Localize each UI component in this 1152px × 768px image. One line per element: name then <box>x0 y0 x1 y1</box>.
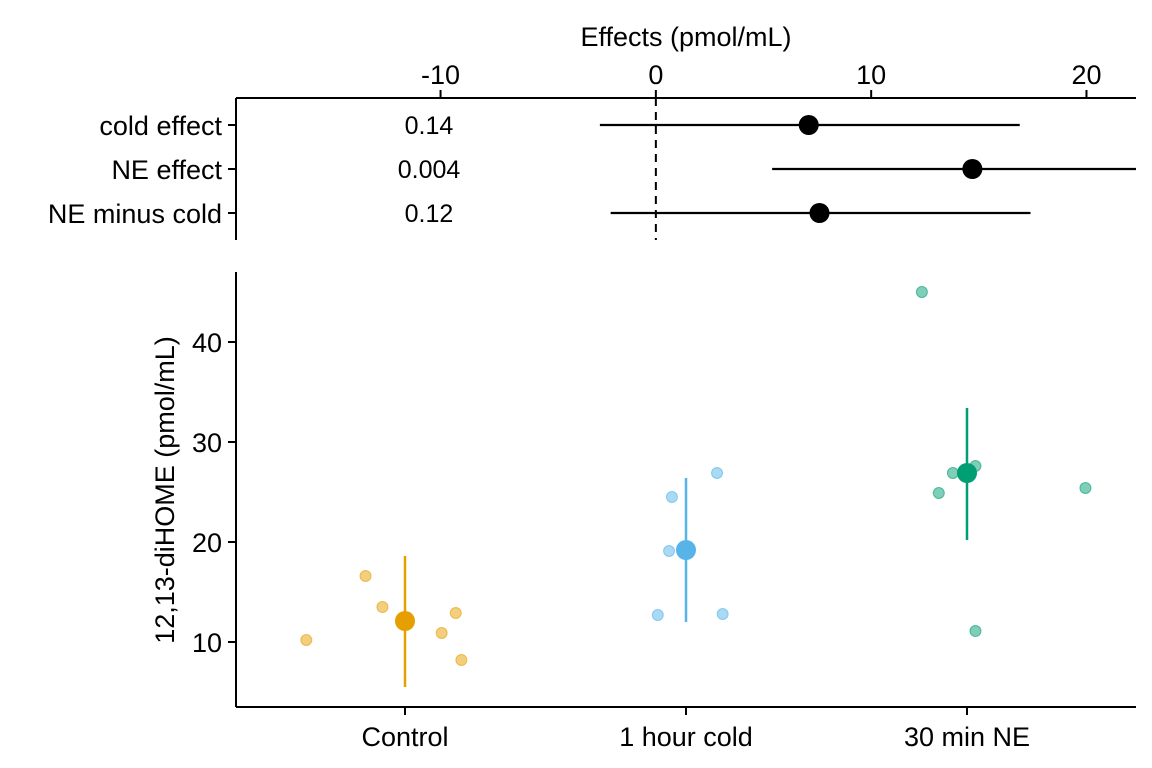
data-point <box>300 634 313 646</box>
effect-p-value: 0.14 <box>405 112 454 140</box>
measurements-x-ticks: Control 1 hour cold 30 min NE <box>361 707 1030 752</box>
effects-panel: Effects (pmol/mL) -10 0 10 20 cold effect 0.… <box>48 22 1136 240</box>
measurements-x-tick-label: Control <box>361 722 448 752</box>
measurements-y-tick-label: 40 <box>192 328 222 358</box>
data-point <box>376 601 389 613</box>
measurements-y-tick-label: 30 <box>192 428 222 458</box>
data-point <box>455 654 468 666</box>
effect-row: cold effect 0.14 <box>99 111 1020 141</box>
measurements-x-tick-label: 30 min NE <box>904 722 1030 752</box>
measurement-group <box>651 467 729 622</box>
effect-p-value: 0.12 <box>405 200 454 228</box>
effect-estimate-point <box>798 115 819 135</box>
effect-row: NE minus cold 0.12 <box>48 199 1031 229</box>
measurement-group <box>915 286 1092 637</box>
data-point <box>1079 482 1092 494</box>
effects-x-ticks: -10 0 10 20 <box>421 60 1102 98</box>
effects-x-tick-label: 0 <box>648 60 663 90</box>
effects-x-tick-label: -10 <box>421 60 460 90</box>
data-point <box>435 627 448 639</box>
effect-estimate-point <box>809 203 830 223</box>
data-point <box>663 545 676 557</box>
data-point <box>915 286 928 298</box>
effects-rows: cold effect 0.14 NE effect 0.004 NE minus co… <box>48 111 1136 229</box>
data-point <box>946 467 959 479</box>
group-mean-point <box>676 540 696 560</box>
measurements-axis-title: 12,13-diHOME (pmol/mL) <box>150 336 180 644</box>
measurements-y-tick-label: 10 <box>192 628 222 658</box>
data-point <box>969 625 982 637</box>
data-point <box>665 491 678 503</box>
group-mean-point <box>957 463 977 483</box>
effects-x-tick-label: 20 <box>1071 60 1101 90</box>
effects-x-tick-label: 10 <box>856 60 886 90</box>
effects-axis-title: Effects (pmol/mL) <box>580 22 791 52</box>
measurements-x-tick-label: 1 hour cold <box>619 722 753 752</box>
measurement-group <box>300 556 468 687</box>
effect-row: NE effect 0.004 <box>111 155 1136 185</box>
effect-row-label: NE minus cold <box>48 199 222 229</box>
measurements-y-tick-label: 20 <box>192 528 222 558</box>
measurement-groups <box>300 286 1092 687</box>
group-mean-point <box>395 611 415 631</box>
measurements-y-ticks: 10 20 30 40 <box>192 328 236 658</box>
effect-estimate-point <box>962 159 983 179</box>
data-point <box>449 607 462 619</box>
data-point <box>716 608 729 620</box>
effect-row-label: NE effect <box>111 155 222 185</box>
data-point <box>359 570 372 582</box>
data-point <box>651 609 664 621</box>
data-point <box>711 467 724 479</box>
effect-row-label: cold effect <box>99 111 222 141</box>
measurements-panel: 10 20 30 40 Control 1 hour cold 30 min NE 12,… <box>150 272 1136 752</box>
effect-p-value: 0.004 <box>398 156 461 184</box>
data-point <box>932 487 945 499</box>
